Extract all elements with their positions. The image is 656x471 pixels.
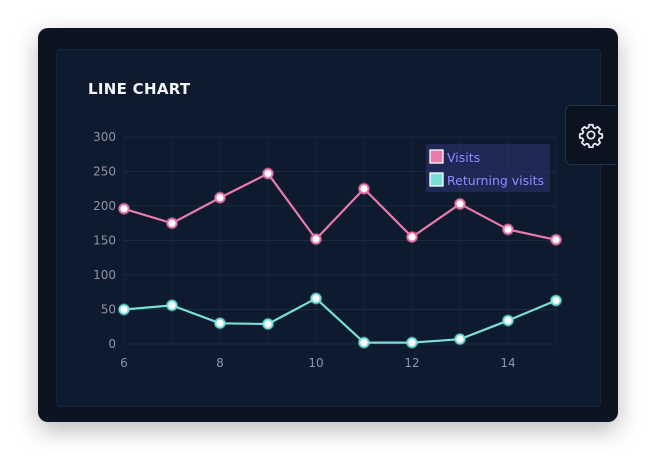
- y-tick-label: 200: [93, 199, 116, 213]
- y-tick-label: 150: [93, 234, 116, 248]
- data-point: [118, 203, 130, 215]
- data-point: [166, 217, 178, 229]
- data-point: [310, 293, 322, 304]
- data-point: [406, 337, 418, 348]
- series-points: [117, 167, 563, 349]
- chart-title: LINE CHART: [88, 80, 191, 98]
- data-point: [406, 231, 418, 243]
- data-point: [502, 315, 514, 326]
- data-point: [262, 318, 274, 330]
- y-axis-ticks: 0 50 100 150 200 250 300: [93, 130, 116, 351]
- series-line-1: [123, 172, 557, 241]
- series-lines: [123, 172, 557, 344]
- x-tick-label: 10: [308, 356, 323, 370]
- data-point: [214, 317, 226, 329]
- legend-label: Visits: [447, 150, 480, 165]
- y-tick-label: 250: [93, 165, 116, 179]
- gear-icon: [578, 123, 604, 148]
- data-point: [214, 192, 226, 204]
- chart-legend: Visits Returning visits: [426, 144, 550, 192]
- x-tick-label: 12: [404, 356, 419, 370]
- data-point: [118, 304, 130, 315]
- y-tick-label: 0: [108, 337, 116, 351]
- x-tick-label: 8: [216, 356, 224, 370]
- legend-swatch: [429, 172, 444, 187]
- legend-box: [426, 144, 550, 192]
- legend-label: Returning visits: [447, 173, 544, 188]
- x-axis-ticks: 6 8 10 12 14: [120, 356, 515, 370]
- data-point: [550, 295, 562, 306]
- x-tick-label: 14: [500, 356, 515, 370]
- data-point: [262, 168, 274, 179]
- legend-swatch: [429, 149, 444, 164]
- settings-button[interactable]: [565, 105, 616, 165]
- data-point: [454, 198, 466, 210]
- data-point: [166, 300, 178, 311]
- series-line-2: [123, 297, 557, 344]
- x-tick-label: 6: [120, 356, 128, 370]
- data-point: [550, 234, 562, 246]
- data-point: [502, 224, 514, 235]
- data-point: [310, 233, 322, 245]
- data-point: [454, 333, 466, 345]
- y-tick-label: 300: [93, 130, 116, 144]
- chart-grid: [123, 136, 557, 345]
- data-point: [358, 337, 370, 348]
- data-point: [358, 183, 370, 195]
- y-tick-label: 50: [101, 303, 116, 317]
- y-tick-label: 100: [93, 268, 116, 282]
